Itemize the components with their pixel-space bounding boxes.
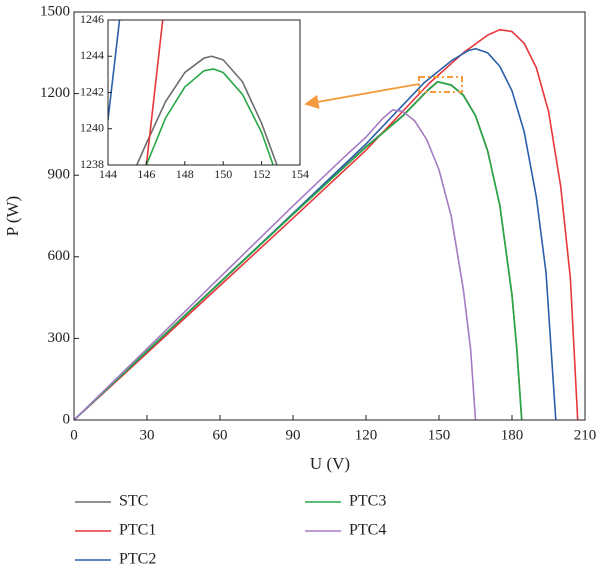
x-tick-label: 154 bbox=[291, 167, 309, 181]
series-line bbox=[136, 55, 278, 165]
y-tick-label: 0 bbox=[63, 411, 71, 427]
y-tick-label: 1244 bbox=[80, 48, 104, 62]
inset-frame bbox=[107, 19, 301, 166]
legend-label: STC bbox=[119, 493, 148, 510]
x-tick-label: 148 bbox=[176, 167, 194, 181]
x-tick-label: 60 bbox=[213, 427, 228, 443]
x-tick-label: 152 bbox=[253, 167, 271, 181]
x-tick-label: 150 bbox=[428, 427, 451, 443]
legend-label: PTC1 bbox=[119, 522, 156, 539]
x-tick-label: 150 bbox=[214, 167, 232, 181]
series-line bbox=[73, 109, 477, 421]
x-tick-label: 180 bbox=[501, 427, 524, 443]
legend-label: PTC2 bbox=[119, 551, 156, 568]
y-tick-label: 1246 bbox=[80, 12, 104, 26]
y-tick-label: 1200 bbox=[40, 85, 70, 101]
series-line bbox=[145, 20, 164, 165]
x-tick-label: 146 bbox=[137, 167, 155, 181]
legend-label: PTC4 bbox=[349, 522, 386, 539]
x-axis-label: U (V) bbox=[310, 454, 350, 473]
y-tick-label: 1238 bbox=[80, 157, 104, 171]
y-tick-label: 600 bbox=[48, 248, 71, 264]
inset-background bbox=[108, 20, 300, 165]
plot-frame bbox=[73, 11, 586, 421]
y-tick-label: 1500 bbox=[40, 3, 70, 19]
x-tick-label: 0 bbox=[70, 427, 78, 443]
y-axis-label: P (W) bbox=[3, 196, 22, 236]
zoom-arrow bbox=[304, 83, 420, 109]
x-tick-label: 120 bbox=[355, 427, 378, 443]
series-line bbox=[145, 68, 274, 165]
x-tick-label: 90 bbox=[286, 427, 301, 443]
series-line bbox=[108, 20, 121, 120]
series-line bbox=[73, 28, 579, 421]
y-tick-label: 1242 bbox=[80, 84, 104, 98]
y-tick-label: 1240 bbox=[80, 121, 104, 135]
y-tick-label: 900 bbox=[48, 167, 71, 183]
x-tick-label: 144 bbox=[99, 167, 117, 181]
legend-label: PTC3 bbox=[349, 493, 386, 510]
y-tick-label: 300 bbox=[48, 330, 71, 346]
x-tick-label: 210 bbox=[574, 427, 597, 443]
x-tick-label: 30 bbox=[140, 427, 155, 443]
series-line bbox=[73, 81, 523, 421]
